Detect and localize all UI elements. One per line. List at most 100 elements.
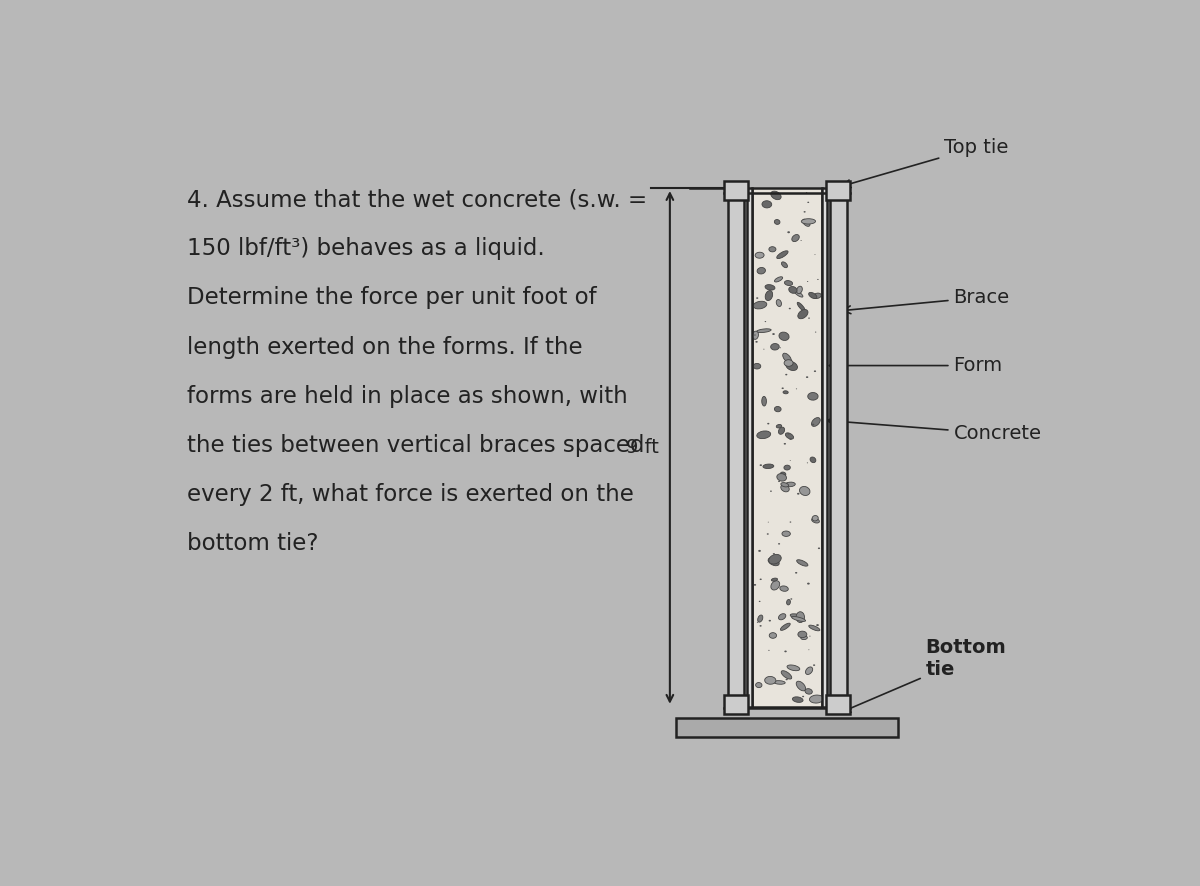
Bar (677, 718, 898, 737)
Ellipse shape (786, 679, 787, 680)
Ellipse shape (803, 219, 810, 226)
Ellipse shape (806, 377, 809, 378)
Text: Form: Form (829, 356, 1003, 375)
Ellipse shape (756, 298, 758, 299)
Ellipse shape (812, 516, 818, 521)
Ellipse shape (808, 317, 810, 319)
Ellipse shape (779, 614, 786, 620)
Ellipse shape (785, 482, 796, 486)
Ellipse shape (798, 631, 806, 638)
Ellipse shape (790, 522, 791, 523)
Bar (822, 188, 827, 707)
Ellipse shape (785, 281, 793, 285)
Ellipse shape (791, 598, 792, 600)
Text: Brace: Brace (842, 288, 1009, 314)
Text: 150 lbf/ft³) behaves as a liquid.: 150 lbf/ft³) behaves as a liquid. (187, 237, 545, 260)
Ellipse shape (784, 360, 793, 366)
Ellipse shape (780, 586, 788, 591)
Ellipse shape (766, 291, 773, 300)
Ellipse shape (781, 387, 784, 389)
Ellipse shape (808, 202, 809, 203)
Ellipse shape (781, 671, 792, 679)
Ellipse shape (802, 696, 804, 697)
Text: Top tie: Top tie (842, 137, 1008, 188)
Ellipse shape (815, 331, 816, 332)
Ellipse shape (799, 486, 810, 495)
Ellipse shape (791, 614, 804, 619)
Ellipse shape (787, 433, 790, 434)
Text: every 2 ft, what force is exerted on the: every 2 ft, what force is exerted on the (187, 483, 634, 506)
Ellipse shape (757, 268, 766, 274)
Ellipse shape (773, 333, 775, 335)
Ellipse shape (817, 279, 818, 280)
Ellipse shape (781, 485, 790, 492)
Ellipse shape (762, 201, 772, 208)
Ellipse shape (776, 299, 781, 307)
Ellipse shape (767, 423, 769, 424)
Ellipse shape (792, 617, 805, 621)
Ellipse shape (770, 344, 779, 350)
Ellipse shape (774, 220, 780, 224)
Text: 4. Assume that the wet concrete (s.w. =: 4. Assume that the wet concrete (s.w. = (187, 188, 647, 211)
Ellipse shape (779, 332, 790, 340)
Ellipse shape (763, 464, 774, 469)
Ellipse shape (806, 281, 809, 282)
Ellipse shape (754, 363, 761, 369)
Ellipse shape (769, 555, 781, 564)
Ellipse shape (797, 302, 805, 311)
Ellipse shape (772, 289, 773, 290)
Ellipse shape (752, 331, 758, 339)
Ellipse shape (774, 680, 785, 684)
Ellipse shape (814, 664, 815, 666)
Ellipse shape (757, 622, 758, 623)
Ellipse shape (816, 624, 818, 626)
Ellipse shape (782, 354, 791, 362)
Ellipse shape (809, 292, 817, 299)
Ellipse shape (806, 462, 808, 463)
Ellipse shape (810, 695, 823, 703)
Ellipse shape (796, 572, 797, 573)
Ellipse shape (770, 191, 781, 199)
Ellipse shape (767, 533, 769, 535)
Ellipse shape (790, 439, 792, 440)
Text: the ties between vertical braces spaced: the ties between vertical braces spaced (187, 434, 644, 457)
Ellipse shape (786, 361, 798, 370)
Ellipse shape (774, 407, 781, 412)
Ellipse shape (792, 235, 799, 242)
Ellipse shape (779, 427, 785, 434)
Ellipse shape (800, 240, 802, 241)
Ellipse shape (780, 472, 786, 476)
Ellipse shape (808, 583, 810, 585)
Ellipse shape (762, 396, 767, 406)
Ellipse shape (784, 465, 791, 470)
Ellipse shape (770, 491, 772, 492)
Ellipse shape (755, 341, 757, 343)
Ellipse shape (772, 579, 778, 581)
Text: bottom tie?: bottom tie? (187, 532, 319, 555)
Ellipse shape (814, 293, 821, 299)
Ellipse shape (754, 334, 756, 336)
Ellipse shape (804, 211, 805, 213)
Ellipse shape (797, 286, 803, 293)
Ellipse shape (806, 192, 808, 193)
Ellipse shape (754, 584, 756, 586)
Bar (826, 181, 851, 199)
Ellipse shape (768, 558, 779, 566)
Ellipse shape (784, 443, 786, 445)
Ellipse shape (809, 635, 810, 637)
Ellipse shape (794, 291, 803, 297)
Ellipse shape (809, 626, 820, 631)
Ellipse shape (792, 696, 803, 703)
Bar (826, 696, 851, 714)
Ellipse shape (810, 457, 816, 462)
Ellipse shape (766, 284, 775, 290)
Bar (724, 181, 748, 199)
Ellipse shape (805, 688, 812, 694)
Ellipse shape (808, 392, 818, 400)
Ellipse shape (754, 301, 767, 309)
Ellipse shape (760, 464, 762, 466)
Ellipse shape (785, 650, 787, 652)
Bar (748, 188, 751, 707)
Ellipse shape (776, 474, 786, 481)
Ellipse shape (811, 518, 820, 523)
